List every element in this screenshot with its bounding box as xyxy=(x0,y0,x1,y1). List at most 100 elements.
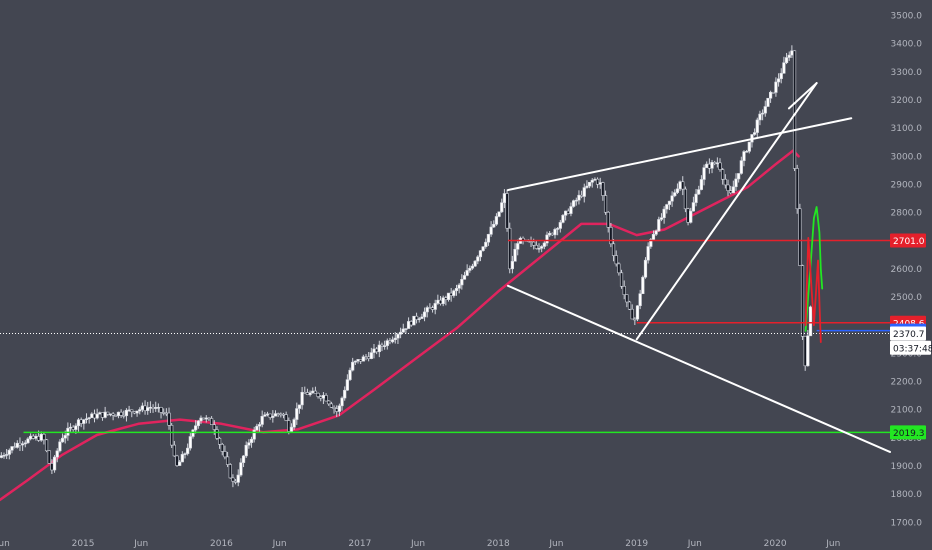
candle-body xyxy=(678,181,682,190)
candle-body xyxy=(580,194,584,197)
candle-body xyxy=(545,234,549,244)
y-tick-label: 2800.0 xyxy=(891,209,923,219)
price-axis[interactable]: 3500.0 3400.0 3300.0 3200.0 3100.0 3000.0 2900… xyxy=(891,11,923,528)
candle-body xyxy=(170,425,174,446)
candle-body xyxy=(76,419,81,427)
candle-body xyxy=(361,356,365,362)
candle-body xyxy=(316,392,320,397)
candle-body xyxy=(742,151,746,161)
candle-body xyxy=(34,435,38,439)
candle-body xyxy=(808,306,813,337)
candle-body xyxy=(481,246,485,251)
candle-body xyxy=(47,450,51,464)
candle-body xyxy=(574,199,578,202)
y-tick-label: 1700.0 xyxy=(891,518,923,528)
candle-body xyxy=(705,163,709,168)
candle-body xyxy=(186,447,190,454)
candle-body xyxy=(82,419,86,424)
candle-body xyxy=(257,424,262,427)
candle-body xyxy=(800,265,805,337)
candle-body xyxy=(409,321,413,326)
candle-body xyxy=(699,179,703,190)
candle-body xyxy=(452,290,456,296)
price-label-badge xyxy=(890,340,931,355)
candle-body xyxy=(630,308,634,320)
price-label-text: 2701.0 xyxy=(893,237,925,247)
candle-body xyxy=(108,413,113,416)
candle-body xyxy=(212,424,216,430)
x-tick-label: 2017 xyxy=(348,539,371,549)
x-tick-label: Jun xyxy=(133,539,148,549)
candle-body xyxy=(5,454,9,456)
candle-body xyxy=(457,284,461,289)
candle-body xyxy=(383,345,387,347)
candle-body xyxy=(798,208,802,266)
candle-body xyxy=(297,404,302,409)
candle-body xyxy=(303,391,307,394)
candle-body xyxy=(697,189,701,195)
candle-body xyxy=(180,454,184,463)
candle-body xyxy=(351,361,355,371)
candle-body xyxy=(244,444,248,457)
time-axis[interactable]: Jun 2015 Jun 2016 Jun 2017 Jun 2018 Jun 2019 Jun 20… xyxy=(0,539,840,549)
candle-body xyxy=(225,456,230,465)
candle-body xyxy=(292,419,296,428)
candle-body xyxy=(641,276,645,295)
candle-body xyxy=(114,415,118,417)
candle-body xyxy=(691,202,695,212)
candle-body xyxy=(659,217,664,220)
trendline xyxy=(635,82,818,341)
candle-body xyxy=(532,241,536,246)
candle-body xyxy=(422,311,427,318)
candle-body xyxy=(553,229,557,236)
price-label-badge xyxy=(890,233,926,248)
candle-body xyxy=(329,403,333,408)
candle-body xyxy=(367,356,371,359)
candle-body xyxy=(441,297,445,305)
candle-body xyxy=(50,463,54,471)
candle-body xyxy=(587,181,592,187)
candle-body xyxy=(372,348,376,353)
candle-body xyxy=(311,390,315,394)
candle-body xyxy=(473,260,477,267)
candle-body xyxy=(619,272,624,287)
candle-body xyxy=(268,413,272,418)
candle-body xyxy=(614,255,618,265)
candle-body xyxy=(135,410,139,414)
candle-body xyxy=(279,413,283,416)
candle-body xyxy=(391,339,395,343)
price-label-text: 03:37:48 xyxy=(893,344,932,354)
candle-body xyxy=(609,227,613,245)
candle-body xyxy=(494,216,499,225)
x-tick-label: 2018 xyxy=(487,539,510,549)
candle-body xyxy=(183,453,187,455)
candle-body xyxy=(792,50,797,169)
candle-body xyxy=(401,328,405,333)
candle-body xyxy=(241,455,246,463)
candle-body xyxy=(417,318,421,320)
candle-body xyxy=(721,169,725,180)
candle-body xyxy=(188,436,192,449)
candle-body xyxy=(156,407,160,409)
candle-body xyxy=(345,379,349,391)
y-tick-label: 2200.0 xyxy=(891,378,923,388)
candle-body xyxy=(702,167,706,180)
candle-body xyxy=(436,299,440,304)
candle-body xyxy=(603,195,608,213)
candle-body xyxy=(460,279,464,286)
candle-body xyxy=(713,162,717,165)
candle-body xyxy=(462,275,467,280)
candle-body xyxy=(649,239,653,247)
candle-body xyxy=(29,435,33,440)
candle-body xyxy=(739,160,743,174)
x-tick-label: 2016 xyxy=(210,539,233,549)
candle-body xyxy=(718,162,722,170)
y-tick-label: 1800.0 xyxy=(891,490,923,500)
candle-body xyxy=(146,407,150,411)
candle-body xyxy=(446,292,451,300)
candle-body xyxy=(787,54,791,58)
candle-body xyxy=(44,439,49,452)
candle-body xyxy=(164,412,168,415)
